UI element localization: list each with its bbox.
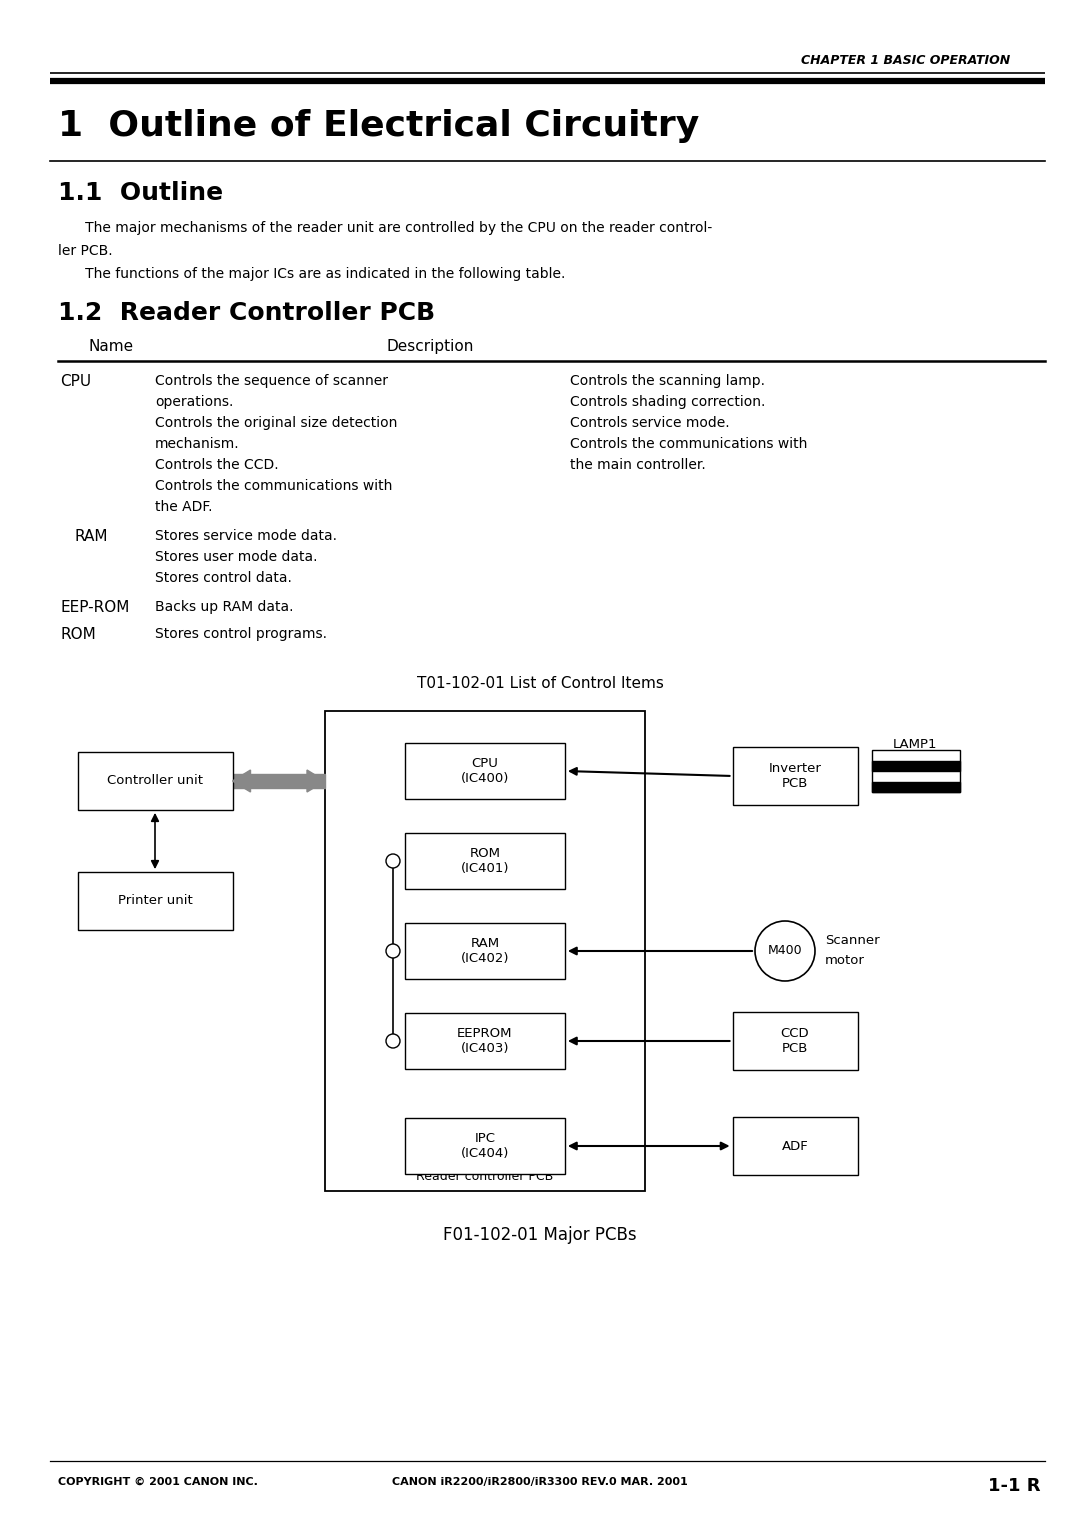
- Text: T01-102-01 List of Control Items: T01-102-01 List of Control Items: [417, 676, 663, 691]
- Bar: [405, 924, 565, 979]
- Text: The major mechanisms of the reader unit are controlled by the CPU on the reader : The major mechanisms of the reader unit …: [72, 222, 712, 235]
- Bar: [78, 872, 232, 930]
- Text: Controls the sequence of scanner: Controls the sequence of scanner: [156, 375, 388, 388]
- Text: IPC
(IC404): IPC (IC404): [461, 1131, 509, 1161]
- Text: ADF: ADF: [782, 1139, 808, 1153]
- Text: Reader controller PCB: Reader controller PCB: [417, 1170, 554, 1183]
- Polygon shape: [232, 771, 251, 792]
- Text: ROM: ROM: [60, 627, 96, 642]
- Bar: [232, 774, 325, 787]
- Text: the main controller.: the main controller.: [570, 459, 705, 472]
- Bar: [405, 1014, 565, 1069]
- Text: Controls shading correction.: Controls shading correction.: [570, 394, 766, 408]
- Text: CPU
(IC400): CPU (IC400): [461, 757, 509, 784]
- Text: Stores control data.: Stores control data.: [156, 570, 292, 586]
- Text: Controls the scanning lamp.: Controls the scanning lamp.: [570, 375, 765, 388]
- Text: Controls the original size detection: Controls the original size detection: [156, 416, 397, 430]
- Text: Name: Name: [87, 339, 133, 355]
- Bar: [405, 833, 565, 888]
- Text: Stores service mode data.: Stores service mode data.: [156, 529, 337, 543]
- Text: RAM: RAM: [75, 529, 108, 544]
- Bar: [325, 711, 645, 1191]
- Text: the ADF.: the ADF.: [156, 500, 213, 514]
- Bar: [732, 1012, 858, 1070]
- Circle shape: [755, 920, 815, 982]
- Text: 1-1 R: 1-1 R: [987, 1477, 1040, 1495]
- Text: Inverter
PCB: Inverter PCB: [769, 761, 822, 790]
- Bar: [872, 760, 959, 771]
- Text: Stores user mode data.: Stores user mode data.: [156, 550, 318, 564]
- Text: 1.1  Outline: 1.1 Outline: [58, 180, 224, 205]
- Text: RAM
(IC402): RAM (IC402): [461, 937, 510, 965]
- Text: CPU: CPU: [60, 375, 91, 388]
- Text: EEP-ROM: EEP-ROM: [60, 599, 130, 615]
- Bar: [872, 751, 959, 792]
- Text: 1  Outline of Electrical Circuitry: 1 Outline of Electrical Circuitry: [58, 109, 699, 144]
- Text: Controls service mode.: Controls service mode.: [570, 416, 730, 430]
- Bar: [732, 748, 858, 804]
- Text: CCD
PCB: CCD PCB: [781, 1027, 809, 1055]
- Text: Stores control programs.: Stores control programs.: [156, 627, 327, 641]
- Polygon shape: [307, 771, 325, 792]
- Text: mechanism.: mechanism.: [156, 437, 240, 451]
- Bar: [78, 752, 232, 810]
- Bar: [405, 743, 565, 800]
- Text: EEPROM
(IC403): EEPROM (IC403): [457, 1027, 513, 1055]
- Text: Controls the communications with: Controls the communications with: [156, 479, 392, 492]
- Circle shape: [386, 1034, 400, 1047]
- Text: M400: M400: [768, 945, 802, 957]
- Text: Controls the CCD.: Controls the CCD.: [156, 459, 279, 472]
- Text: ler PCB.: ler PCB.: [58, 245, 112, 258]
- Bar: [872, 781, 959, 792]
- Text: The functions of the major ICs are as indicated in the following table.: The functions of the major ICs are as in…: [72, 268, 565, 281]
- Bar: [405, 1118, 565, 1174]
- Text: Backs up RAM data.: Backs up RAM data.: [156, 599, 294, 615]
- Text: Controller unit: Controller unit: [107, 775, 203, 787]
- Bar: [732, 1118, 858, 1174]
- Text: 1.2  Reader Controller PCB: 1.2 Reader Controller PCB: [58, 301, 435, 326]
- Text: Controls the communications with: Controls the communications with: [570, 437, 808, 451]
- Text: Printer unit: Printer unit: [118, 894, 192, 908]
- Text: LAMP1: LAMP1: [893, 739, 937, 751]
- Text: operations.: operations.: [156, 394, 233, 408]
- Text: COPYRIGHT © 2001 CANON INC.: COPYRIGHT © 2001 CANON INC.: [58, 1477, 258, 1488]
- Text: Description: Description: [387, 339, 474, 355]
- Text: ROM
(IC401): ROM (IC401): [461, 847, 510, 875]
- Text: Scanner: Scanner: [825, 934, 879, 948]
- Text: motor: motor: [825, 954, 865, 968]
- Circle shape: [386, 855, 400, 868]
- Text: CANON iR2200/iR2800/iR3300 REV.0 MAR. 2001: CANON iR2200/iR2800/iR3300 REV.0 MAR. 20…: [392, 1477, 688, 1488]
- Text: F01-102-01 Major PCBs: F01-102-01 Major PCBs: [443, 1226, 637, 1245]
- Text: CHAPTER 1 BASIC OPERATION: CHAPTER 1 BASIC OPERATION: [800, 54, 1010, 67]
- Circle shape: [386, 943, 400, 959]
